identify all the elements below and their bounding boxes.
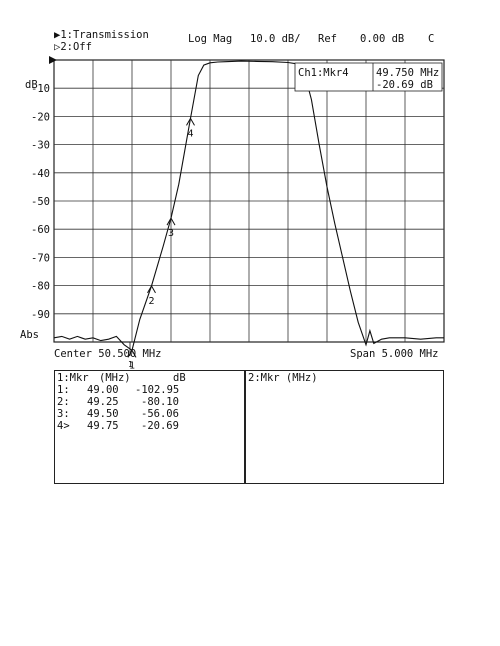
- table-header-freq: (MHz): [99, 372, 131, 384]
- marker-readout-value: -20.69 dB: [376, 79, 433, 91]
- table-row-db: -20.69: [141, 420, 179, 432]
- channel1-label: ▶1:Transmission: [54, 29, 149, 41]
- marker-4-symbol: [186, 117, 195, 126]
- y-tick-label: -90: [31, 309, 50, 321]
- span-frequency: Span 5.000 MHz: [350, 348, 439, 360]
- marker-2-symbol: [147, 284, 156, 294]
- format-label: Log Mag: [188, 33, 233, 45]
- table-row-db: -80.10: [141, 396, 179, 408]
- y-tick-label: -20: [31, 111, 50, 123]
- marker-readout-label: Ch1:Mkr4: [298, 67, 349, 79]
- y-tick-label: -10: [31, 83, 50, 95]
- marker-1-label: 1: [129, 360, 135, 371]
- reference-level-arrow: [49, 56, 57, 64]
- table-header-mkr: 1:Mkr: [57, 372, 89, 384]
- ref-value: 0.00 dB: [360, 33, 405, 45]
- table-row-db: -102.95: [135, 384, 180, 396]
- marker-3-symbol: [166, 217, 176, 226]
- table-row-db: -56.06: [141, 408, 179, 420]
- table-row-id: 4>: [57, 420, 70, 432]
- trace-line: [53, 60, 444, 352]
- table-row-freq: 49.50: [87, 408, 119, 420]
- table-row-freq: 49.25: [87, 396, 119, 408]
- marker-readout-frequency: 49.750 MHz: [376, 67, 440, 79]
- marker-readout-box: [294, 62, 443, 92]
- table-row-freq: 49.75: [87, 420, 119, 432]
- y-tick-label: -30: [31, 140, 50, 152]
- marker-table-ch1: 1:Mkr (MHz) dB 1: 49.00 -102.95 2: 49.25…: [54, 370, 246, 484]
- table-row-id: 3:: [57, 408, 70, 420]
- channel-tick-label: 1: [128, 360, 133, 369]
- coupling-label: C: [428, 33, 435, 45]
- ref-label: Ref: [318, 33, 337, 45]
- table-row-id: 2:: [57, 396, 70, 408]
- table-row-freq: 49.00: [87, 384, 119, 396]
- marker-1-symbol: [127, 349, 137, 358]
- y-unit-label: dB: [25, 79, 38, 91]
- marker-2-label: 2: [149, 296, 155, 307]
- marker-3-label: 3: [168, 228, 174, 239]
- table-header-ch2: 2:Mkr (MHz): [248, 372, 318, 384]
- y-tick-label: -50: [31, 196, 50, 208]
- y-tick-label: -60: [31, 224, 50, 236]
- channel2-label: ▷2:Off: [54, 41, 92, 53]
- center-frequency: Center 50.500 MHz: [54, 348, 162, 360]
- table-header-db: dB: [173, 372, 186, 384]
- marker-4-label: 4: [188, 128, 194, 139]
- y-tick-label: -40: [31, 168, 50, 180]
- y-tick-label: -80: [31, 281, 50, 293]
- abs-label: Abs: [20, 329, 39, 341]
- table-row-id: 1:: [57, 384, 70, 396]
- scale-label: 10.0 dB/: [250, 33, 301, 45]
- marker-table-ch2: 2:Mkr (MHz): [244, 370, 444, 484]
- y-tick-label: -70: [31, 252, 50, 264]
